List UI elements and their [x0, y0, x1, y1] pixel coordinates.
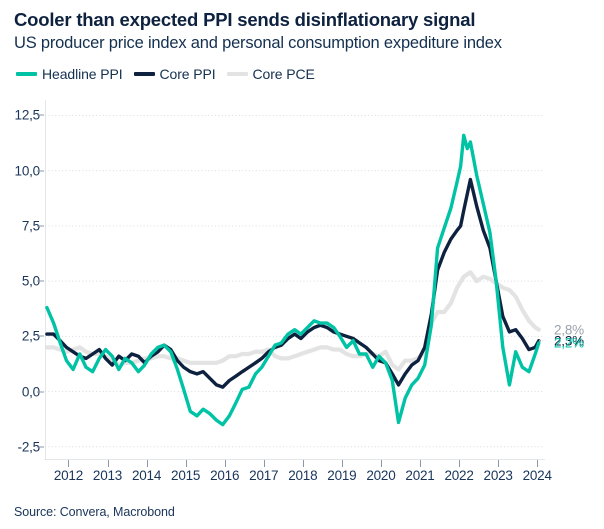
x-tick-mark [68, 460, 70, 467]
y-tick-mark [37, 446, 44, 448]
plot-area [45, 100, 545, 460]
x-tick-mark [107, 460, 109, 467]
y-tick-mark [37, 280, 44, 282]
legend-item-core-ppi[interactable]: Core PPI [133, 66, 216, 82]
x-tick-mark [185, 460, 187, 467]
x-tick-mark [420, 460, 421, 467]
page-title: Cooler than expected PPI sends disinflat… [14, 9, 476, 30]
series-end-label: 2,3% [554, 333, 584, 349]
x-tick-mark [498, 460, 500, 467]
x-tick-mark [263, 460, 265, 467]
legend-item-core-pce[interactable]: Core PCE [226, 66, 315, 82]
x-tick-label: 2022 [444, 468, 474, 483]
y-tick-label: 12,5 [14, 107, 41, 123]
y-tick-mark [37, 114, 44, 116]
x-tick-label: 2018 [288, 468, 318, 483]
x-tick-mark [302, 460, 304, 467]
x-tick-mark [537, 460, 539, 467]
page-subtitle: US producer price index and personal con… [14, 34, 502, 52]
y-tick-mark [37, 391, 44, 393]
series-end-label: 2,2% [554, 335, 584, 351]
x-tick-label: 2014 [131, 468, 162, 483]
legend-item-headline-ppi[interactable]: Headline PPI [16, 66, 123, 82]
y-tick-label: 2,5 [21, 328, 40, 344]
x-tick-mark [380, 460, 382, 467]
y-axis-labels: -2,5 0,0 2,5 5,0 7,5 10,0 12,5 [0, 100, 44, 460]
line-swatch-icon [16, 72, 37, 76]
footer-divider [0, 496, 604, 497]
legend-label: Headline PPI [42, 66, 123, 82]
y-tick-mark [37, 335, 44, 337]
legend-label: Core PPI [159, 66, 216, 82]
legend-label: Core PCE [252, 66, 315, 82]
y-tick-mark [37, 170, 44, 172]
y-tick-label: -2,5 [17, 439, 41, 455]
line-swatch-icon [133, 72, 155, 76]
x-tick-label: 2021 [405, 468, 435, 483]
x-tick-mark [459, 460, 461, 467]
x-tick-label: 2024 [522, 468, 552, 483]
x-tick-label: 2013 [92, 468, 123, 483]
series-end-labels: 2,8% 2,3% 2,2% [548, 100, 604, 460]
series-end-label: 2,8% [554, 322, 584, 338]
series-line [45, 270, 541, 372]
y-tick-label: 7,5 [21, 218, 40, 234]
x-tick-mark [146, 460, 148, 467]
y-tick-label: 0,0 [21, 384, 40, 400]
y-tick-mark [37, 225, 44, 227]
x-tick-label: 2016 [210, 468, 240, 483]
x-tick-mark [224, 460, 226, 467]
x-tick-label: 2023 [483, 468, 513, 483]
x-tick-label: 2015 [171, 468, 201, 483]
line-swatch-icon [226, 72, 248, 76]
x-tick-label: 2017 [249, 468, 279, 483]
x-axis-labels: 2012 2013 2014 2015 2016 2017 2018 2019 2020 2021… [0, 468, 604, 490]
x-tick-label: 2012 [53, 468, 84, 483]
x-tick-label: 2020 [366, 468, 396, 483]
source-note: Source: Convera, Macrobond [14, 505, 175, 519]
chart-svg [45, 100, 545, 460]
x-tick-mark [341, 460, 343, 467]
y-tick-label: 10,0 [14, 163, 41, 179]
y-tick-label: 5,0 [21, 273, 40, 289]
series-line [45, 177, 541, 389]
chart-legend: Headline PPI Core PPI Core PCE [16, 66, 315, 82]
x-tick-label: 2019 [327, 468, 357, 483]
series-line [45, 133, 541, 427]
